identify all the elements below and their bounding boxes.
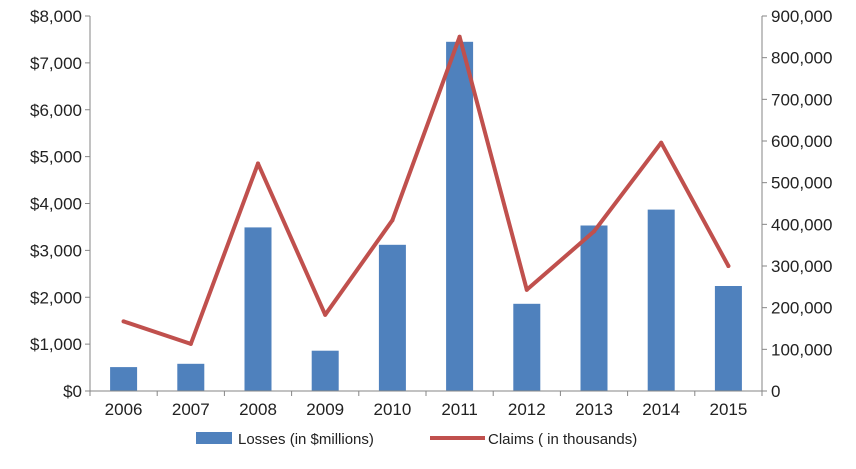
bar-2009 [311,350,339,391]
claims-point-2014 [659,140,664,145]
x-tick-label: 2011 [441,400,478,419]
right-tick-label: 500,000 [771,174,832,193]
x-tick-label: 2007 [172,400,210,419]
right-tick-label: 200,000 [771,299,832,318]
left-tick-label: $2,000 [30,288,82,307]
claims-point-2008 [256,161,260,166]
left-tick-label: $3,000 [30,241,82,260]
x-tick-label: 2012 [508,400,546,419]
bar-2007 [177,363,205,391]
right-tick-label: 600,000 [771,132,832,151]
claims-point-2009 [323,312,328,317]
left-tick-label: $1,000 [30,335,82,354]
left-tick-label: $4,000 [30,195,82,214]
left-tick-label: $5,000 [30,148,82,167]
x-tick-label: 2013 [575,400,613,419]
right-tick-label: 900,000 [771,7,832,26]
claims-line [121,34,731,346]
bar-2010 [378,244,406,392]
legend-label-losses: Losses (in $millions) [238,431,374,448]
bar-2014 [647,209,675,391]
claims-point-2012 [524,287,529,292]
x-tick-label: 2006 [105,400,143,419]
right-tick-label: 100,000 [771,340,832,359]
bar-2008 [244,227,272,391]
x-tick-label: 2009 [306,400,344,419]
left-tick-label: $7,000 [30,54,82,73]
right-tick-label: 300,000 [771,257,832,276]
x-tick-label: 2008 [239,400,277,419]
claims-point-2011 [457,34,462,39]
right-tick-label: 400,000 [771,215,832,234]
left-tick-label: $8,000 [30,7,82,26]
right-tick-label: 700,000 [771,90,832,109]
right-tick-label: 800,000 [771,49,832,68]
bar-2011 [446,41,474,392]
bar-2013 [580,225,608,391]
claims-point-2013 [592,229,596,234]
bar-2012 [513,303,541,391]
claims-point-2015 [726,264,731,268]
left-tick-label: $0 [63,382,82,401]
claims-point-2010 [390,218,395,223]
legend-swatch-losses [196,432,232,444]
right-tick-label: 0 [771,382,780,401]
x-tick-label: 2015 [709,400,747,419]
x-tick-label: 2010 [373,400,411,419]
bar-2015 [714,286,742,391]
claims-point-2007 [188,341,193,346]
x-tick-label: 2014 [642,400,680,419]
legend-label-claims: Claims ( in thousands) [488,431,637,448]
left-tick-label: $6,000 [30,101,82,120]
bar-2006 [110,367,138,391]
claims-point-2006 [121,319,126,324]
